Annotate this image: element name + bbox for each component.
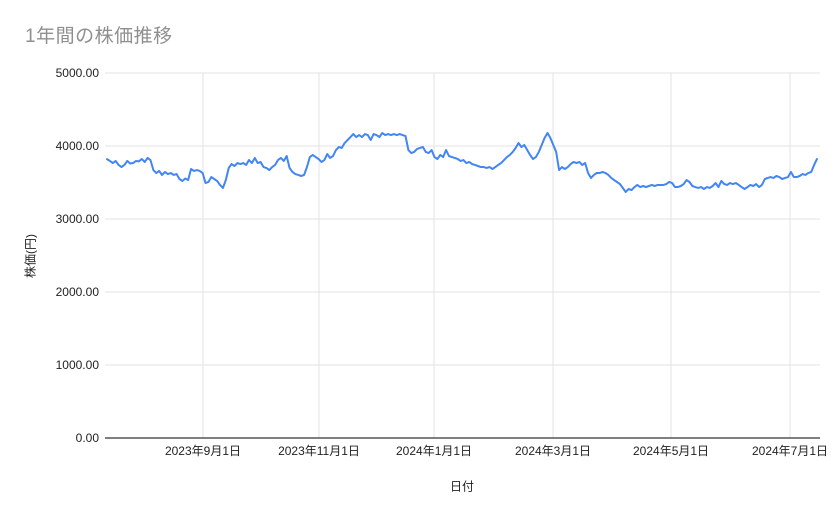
x-tick-label: 2024年1月1日 [396, 444, 472, 458]
y-tick-label: 2000.00 [56, 285, 100, 299]
x-tick-label: 2024年5月1日 [633, 444, 709, 458]
x-tick-label: 2023年11月1日 [278, 444, 360, 458]
axis-tick-labels: 2023年9月1日 2023年11月1日 2024年1月1日 2024年3月1日 202… [56, 66, 828, 458]
y-tick-label: 0.00 [76, 431, 100, 445]
x-tick-label: 2024年7月1日 [752, 444, 828, 458]
price-line [106, 132, 818, 193]
chart-title: 1年間の株価推移 [25, 26, 173, 47]
x-tick-label: 2023年9月1日 [165, 444, 241, 458]
y-tick-label: 1000.00 [56, 358, 100, 372]
y-tick-label: 4000.00 [56, 139, 100, 153]
x-tick-label: 2024年3月1日 [515, 444, 591, 458]
gridlines [105, 72, 820, 439]
y-tick-label: 3000.00 [56, 212, 100, 226]
price-line-group [106, 132, 818, 193]
y-tick-label: 5000.00 [56, 66, 100, 80]
x-axis-title: 日付 [449, 479, 475, 494]
